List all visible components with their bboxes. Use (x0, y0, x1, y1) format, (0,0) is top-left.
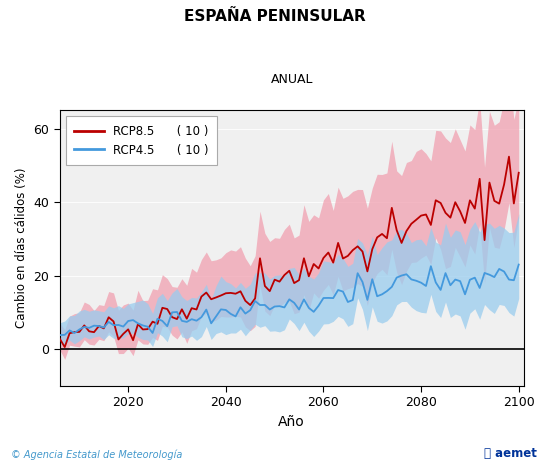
Title: ANUAL: ANUAL (271, 73, 313, 86)
Legend: RCP8.5      ( 10 ), RCP4.5      ( 10 ): RCP8.5 ( 10 ), RCP4.5 ( 10 ) (66, 116, 217, 165)
X-axis label: Año: Año (278, 414, 305, 429)
Text: ESPAÑA PENINSULAR: ESPAÑA PENINSULAR (184, 9, 366, 24)
Y-axis label: Cambio en días cálidos (%): Cambio en días cálidos (%) (15, 168, 28, 328)
Text: © Agencia Estatal de Meteorología: © Agencia Estatal de Meteorología (11, 449, 183, 460)
Text: 🌱 aemet: 🌱 aemet (484, 447, 537, 460)
